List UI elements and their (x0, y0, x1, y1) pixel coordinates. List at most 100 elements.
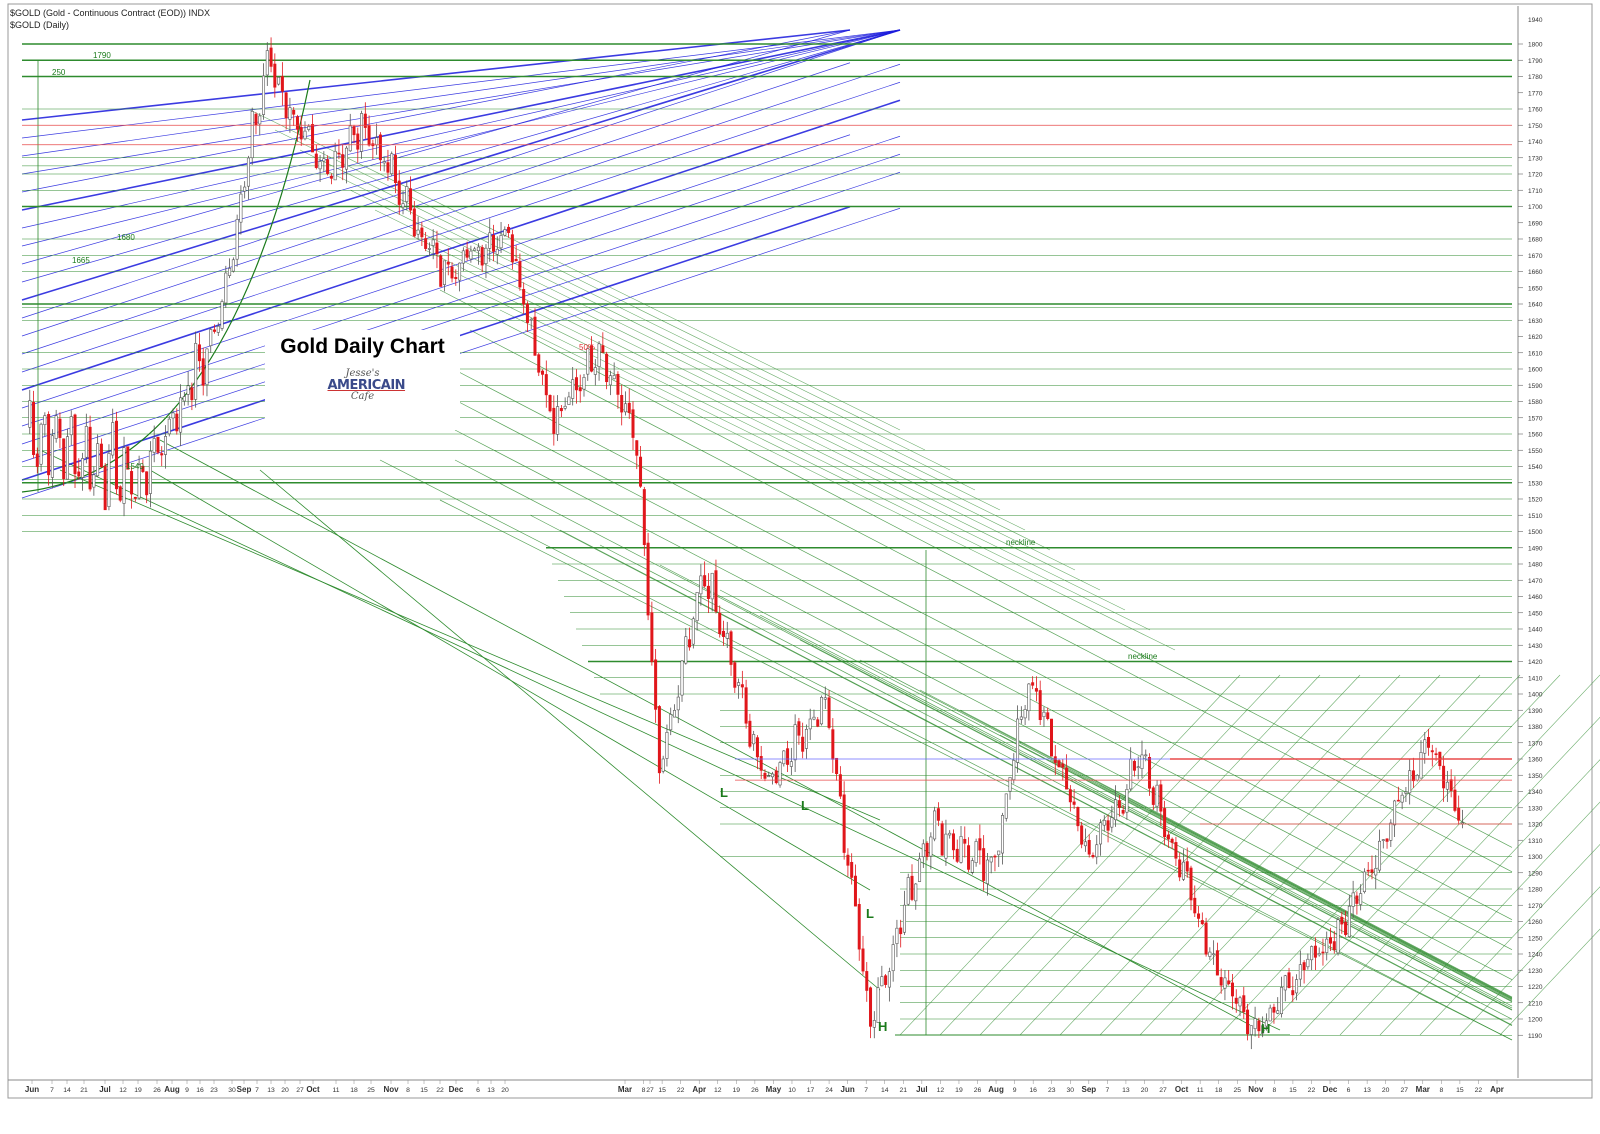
candle-body (1200, 920, 1204, 925)
ascending-blue-fan-line (21, 135, 901, 427)
candle-body (699, 575, 703, 595)
candlestick-series (28, 37, 1464, 1050)
candle-body (1347, 905, 1351, 937)
y-tick-label: 1430 (1528, 643, 1543, 650)
candle-body (337, 152, 341, 155)
descending-fan-line (499, 309, 1151, 631)
descending-channel-line (719, 589, 1513, 1003)
descending-channel-line (659, 564, 1513, 1009)
candle-body (363, 113, 367, 128)
candle-body (635, 440, 639, 456)
ascending-green-fan-line (1499, 928, 1600, 1036)
candle-body (1404, 791, 1408, 794)
x-tick-label: Jul (916, 1085, 928, 1094)
x-tick-label: 26 (974, 1087, 982, 1094)
candle-body (631, 409, 635, 438)
y-tick-label: 1240 (1528, 952, 1543, 959)
candle-body (691, 618, 695, 645)
candle-body (307, 126, 311, 130)
candle-body (446, 261, 450, 265)
x-tick-label: 19 (733, 1087, 741, 1094)
x-tick-label: 8 (1439, 1087, 1443, 1094)
candle-body (1159, 784, 1163, 812)
candle-body (1061, 763, 1065, 768)
candle-body (190, 387, 194, 401)
candle-body (65, 436, 69, 480)
candle-body (914, 883, 918, 902)
candle-body (1317, 953, 1321, 956)
candle-body (220, 301, 224, 329)
candle-body (145, 471, 149, 496)
candle-body (672, 710, 676, 718)
candle-body (156, 436, 160, 453)
candle-body (1197, 913, 1201, 919)
candle-body (35, 453, 39, 467)
x-tick-label: 19 (134, 1087, 142, 1094)
candle-body (978, 838, 982, 851)
y-tick-label: 1680 (1528, 237, 1543, 244)
candle-body (541, 370, 545, 375)
x-tick-label: 21 (80, 1087, 88, 1094)
candle-body (733, 662, 737, 688)
y-tick-label: 1730 (1528, 155, 1543, 162)
candle-body (1442, 765, 1446, 789)
candle-body (737, 682, 741, 686)
y-tick-label: 1190 (1528, 1033, 1542, 1040)
candle-body (910, 875, 914, 900)
candle-body (1374, 868, 1378, 876)
ascending-blue-fan-line (21, 29, 901, 211)
candle-body (503, 229, 507, 236)
candle-body (537, 354, 541, 373)
candle-body (326, 159, 330, 174)
candle-body (314, 153, 318, 168)
candle-body (1166, 834, 1170, 840)
x-tick-label: 7 (50, 1087, 54, 1094)
candle-body (895, 927, 899, 944)
candle-body (182, 396, 186, 402)
candle-body (216, 325, 220, 333)
candle-body (1219, 977, 1223, 986)
candle-body (951, 833, 955, 851)
candle-body (771, 773, 775, 778)
candle-body (1155, 784, 1159, 807)
candle-body (239, 193, 243, 223)
candle-body (1389, 822, 1393, 841)
y-tick-label: 1720 (1528, 172, 1543, 179)
x-tick-label: 16 (196, 1087, 204, 1094)
ascending-green-fan-line (899, 674, 1241, 1036)
candle-body (288, 107, 292, 120)
y-tick-label: 1480 (1528, 562, 1543, 569)
candle-body (616, 374, 620, 395)
candle-body (804, 728, 808, 749)
x-tick-label: 18 (1215, 1087, 1223, 1094)
x-tick-label: Nov (1248, 1085, 1264, 1094)
candle-body (1393, 800, 1397, 826)
candle-body (586, 348, 590, 375)
candle-body (412, 208, 416, 237)
annotation-50pct: 50% (579, 343, 595, 352)
candle-body (77, 471, 81, 477)
y-tick-label: 1200 (1528, 1017, 1543, 1024)
x-tick-label: Oct (306, 1085, 320, 1094)
ascending-green-fan-line (1219, 674, 1561, 1036)
ascending-blue-fan-line (21, 63, 901, 355)
y-tick-label: 1350 (1528, 773, 1543, 780)
ascending-blue-fan-line (21, 99, 901, 391)
y-tick-label: 1290 (1528, 870, 1543, 877)
ascending-green-fan-line (1259, 674, 1600, 1036)
candle-body (62, 438, 66, 480)
long-descending-line (59, 469, 881, 821)
candle-body (710, 572, 714, 600)
ascending-green-fan-line (1459, 886, 1600, 1036)
y-tick-label: 1790 (1528, 58, 1543, 65)
x-tick-label: 26 (153, 1087, 161, 1094)
x-tick-label: 16 (1029, 1087, 1037, 1094)
candle-body (1242, 995, 1246, 1013)
descending-channel-line (1149, 809, 1513, 999)
x-tick-label: 25 (367, 1087, 375, 1094)
candle-body (1136, 766, 1140, 769)
candle-body (1019, 716, 1023, 720)
x-tick-label: 15 (420, 1087, 428, 1094)
candle-body (209, 329, 213, 347)
